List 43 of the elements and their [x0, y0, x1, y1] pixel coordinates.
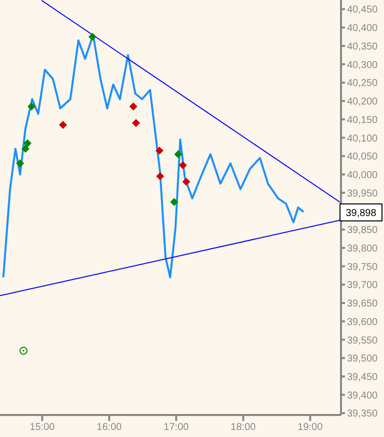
- point: [23, 139, 32, 148]
- y-tick-label: 40,450: [347, 4, 378, 16]
- y-tick-label: 40,050: [347, 152, 378, 163]
- y-tick-label: 39,450: [347, 372, 378, 383]
- y-tick-label: 40,200: [347, 96, 378, 108]
- y-tick-label: 40,300: [347, 60, 378, 71]
- x-tick-label: 19:00: [298, 422, 324, 434]
- text: 39,898: [346, 208, 377, 219]
- y-tick-label: 39,950: [347, 188, 378, 200]
- point: [21, 144, 30, 153]
- y-tick-label: 39,750: [347, 262, 378, 273]
- y-tick-label: 40,400: [347, 23, 378, 34]
- y-tick-label: 40,150: [347, 114, 378, 126]
- point: [88, 32, 96, 41]
- point: [16, 159, 24, 168]
- point: [182, 178, 190, 186]
- y-tick-label: 39,550: [347, 335, 378, 346]
- y-tick-label: 39,700: [347, 280, 378, 292]
- x-tick-label: 17:00: [164, 422, 190, 434]
- y-tick-label: 39,350: [347, 408, 378, 420]
- point: [129, 102, 138, 111]
- y-tick-label: 39,850: [347, 225, 378, 236]
- point: [132, 119, 140, 128]
- y-tick-label: 40,250: [347, 78, 378, 90]
- point: [19, 346, 28, 355]
- y-tick-label: 39,650: [347, 298, 378, 310]
- x-tick-label: 18:00: [230, 422, 256, 434]
- point: [174, 150, 182, 158]
- y-tick-label: 39,500: [347, 354, 378, 365]
- y-tick-label: 40,000: [347, 170, 378, 181]
- y-tick-label: 40,100: [347, 133, 378, 144]
- point: [58, 120, 67, 129]
- point: [155, 146, 164, 155]
- x-tick-label: 15:00: [30, 422, 56, 434]
- point: [27, 102, 36, 111]
- y-tick-label: 40,350: [347, 41, 378, 52]
- y-tick-label: 39,400: [347, 390, 378, 402]
- point: [170, 198, 178, 206]
- x-tick-label: 16:00: [96, 422, 122, 434]
- y-tick-label: 39,800: [347, 243, 378, 254]
- point: [156, 172, 164, 180]
- y-tick-label: 39,600: [347, 316, 378, 328]
- point: [178, 161, 187, 170]
